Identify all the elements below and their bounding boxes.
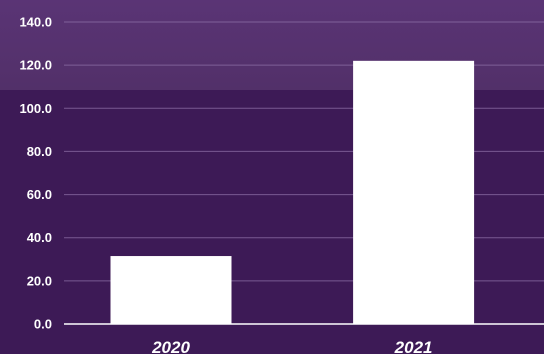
x-tick-label-2020: 2020: [151, 338, 190, 354]
y-tick-label: 20.0: [27, 273, 52, 288]
x-axis-labels: 2020 2021: [151, 338, 432, 354]
bars: [110, 60, 475, 324]
y-axis-ticks: 0.0 20.0 40.0 60.0 80.0 100.0 120.0 140.0: [19, 15, 52, 332]
x-tick-label-2021: 2021: [394, 338, 433, 354]
y-tick-label: 0.0: [34, 317, 52, 332]
y-tick-label: 60.0: [27, 187, 52, 202]
y-tick-label: 120.0: [19, 58, 52, 73]
y-tick-label: 100.0: [19, 101, 52, 116]
bar-2020: [110, 256, 232, 324]
bar-2021: [353, 60, 475, 324]
y-tick-label: 140.0: [19, 15, 52, 30]
y-tick-label: 40.0: [27, 230, 52, 245]
y-tick-label: 80.0: [27, 144, 52, 159]
